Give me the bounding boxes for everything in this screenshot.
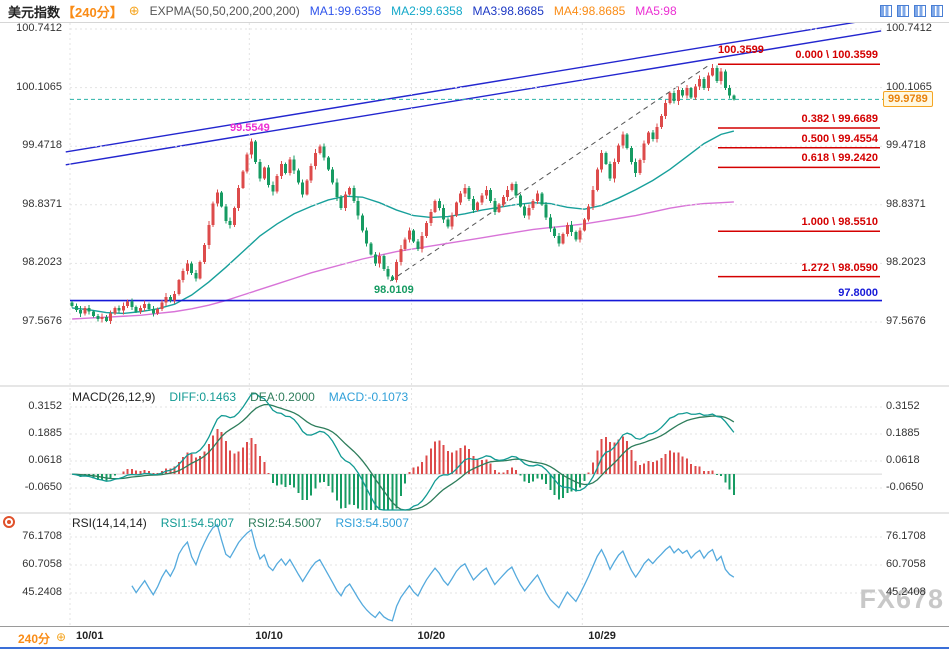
footer-period-button[interactable]: 240分 [18, 632, 51, 646]
ma-value: MA2:99.6358 [391, 4, 463, 18]
period-label: 【240分】 [62, 4, 123, 20]
y-axis-label: 0.1885 [886, 426, 920, 439]
fib-level-label: 1.000 \ 98.5510 [801, 216, 878, 229]
rsi2-value: RSI2:54.5007 [248, 516, 322, 530]
date-label: 10/29 [588, 630, 616, 642]
indicator-settings-icon[interactable] [3, 516, 15, 528]
date-label: 10/20 [417, 630, 446, 642]
y-axis-label: 100.7412 [886, 22, 932, 34]
y-axis-label: 0.3152 [28, 400, 62, 412]
kline-view-icon[interactable] [880, 5, 892, 17]
macd-title: MACD(26,12,9) [72, 390, 156, 404]
macd-dea-value: DEA:0.2000 [250, 390, 315, 404]
date-label: 10/10 [255, 630, 283, 642]
y-axis-label: 0.3152 [886, 400, 920, 412]
fib-level-label: 0.500 \ 99.4554 [801, 132, 878, 145]
y-axis-label: 98.8371 [886, 197, 926, 210]
last-price-badge: 99.9789 [883, 91, 933, 107]
x-axis-bar: 240分 ⊕ 10/01 10/10 10/20 10/29 [0, 626, 949, 649]
y-axis-label: 0.0618 [28, 453, 62, 466]
multi-chart-icon[interactable] [897, 5, 909, 17]
y-axis-label: 100.1065 [16, 80, 62, 93]
watermark: FX678 [859, 584, 944, 614]
grid-view-icon[interactable] [914, 5, 926, 17]
y-axis-label: 45.2408 [22, 586, 62, 598]
fib-level-label: 0.382 \ 99.6689 [801, 112, 878, 125]
y-axis-label: 60.7058 [22, 558, 62, 570]
peak-annotation-1: 99.5549 [230, 122, 270, 134]
macd-diff-value: DIFF:0.1463 [169, 390, 237, 404]
y-axis-label: 45.2408 [886, 586, 926, 598]
y-axis-label: 99.4718 [886, 139, 926, 152]
rsi3-value: RSI3:54.5007 [335, 516, 409, 530]
y-axis-label: 97.5676 [22, 315, 62, 327]
y-axis-label: -0.0650 [886, 481, 924, 493]
y-axis-label: 76.1708 [886, 530, 926, 542]
add-indicator-icon[interactable]: ⊕ [128, 3, 140, 18]
y-axis-label: 100.1065 [886, 80, 932, 93]
peak-annotation-2: 100.3599 [718, 44, 764, 56]
expma-label: EXPMA(50,50,200,200,200) [149, 4, 300, 18]
symbol-title: 美元指数 [8, 4, 61, 20]
y-axis-label: 0.1885 [28, 426, 62, 439]
ma-value: MA4:98.8685 [553, 4, 626, 18]
fib-level-label: 1.272 \ 98.0590 [801, 261, 878, 274]
fib-level-label: 0.618 \ 99.2420 [801, 152, 878, 165]
y-axis-label: -0.0650 [24, 481, 62, 493]
rsi-title: RSI(14,14,14) [72, 516, 147, 530]
y-axis-label: 60.7058 [886, 558, 926, 570]
footer-add-icon[interactable]: ⊕ [56, 630, 67, 644]
y-axis-label: 97.5676 [886, 315, 926, 327]
ma-value: MA5:98 [635, 4, 677, 18]
y-axis-label: 98.2023 [22, 256, 62, 269]
macd-header: MACD(26,12,9) DIFF:0.1463 DEA:0.2000 MAC… [72, 390, 408, 404]
y-axis-label: 100.7412 [16, 22, 62, 34]
y-axis-label: 76.1708 [22, 530, 62, 542]
fullscreen-icon[interactable] [931, 5, 943, 17]
low-annotation: 98.0109 [374, 284, 414, 296]
ma-values: MA1:99.6358 MA2:99.6358 MA3:98.8685 MA4:98.… [310, 4, 687, 18]
ma-value: MA1:99.6358 [309, 4, 382, 18]
y-axis-label: 99.4718 [22, 139, 62, 152]
y-axis-label: 0.0618 [886, 453, 920, 466]
date-label: 10/01 [76, 630, 104, 642]
rsi1-value: RSI1:54.5007 [160, 516, 235, 530]
layout-icons [880, 5, 943, 17]
chart-header: 美元指数 【240分】 ⊕ EXPMA(50,50,200,200,200) M… [0, 0, 949, 23]
y-axis-label: 98.8371 [22, 197, 62, 210]
rsi-header: RSI(14,14,14) RSI1:54.5007 RSI2:54.5007 … [72, 516, 409, 530]
fib-level-label: 0.000 \ 100.3599 [795, 49, 878, 62]
y-axis-label: 98.2023 [886, 256, 926, 269]
ma-value: MA3:98.8685 [472, 4, 544, 18]
macd-hist-value: MACD:-0.1073 [328, 390, 409, 404]
support-level-label: 97.8000 [838, 287, 878, 299]
